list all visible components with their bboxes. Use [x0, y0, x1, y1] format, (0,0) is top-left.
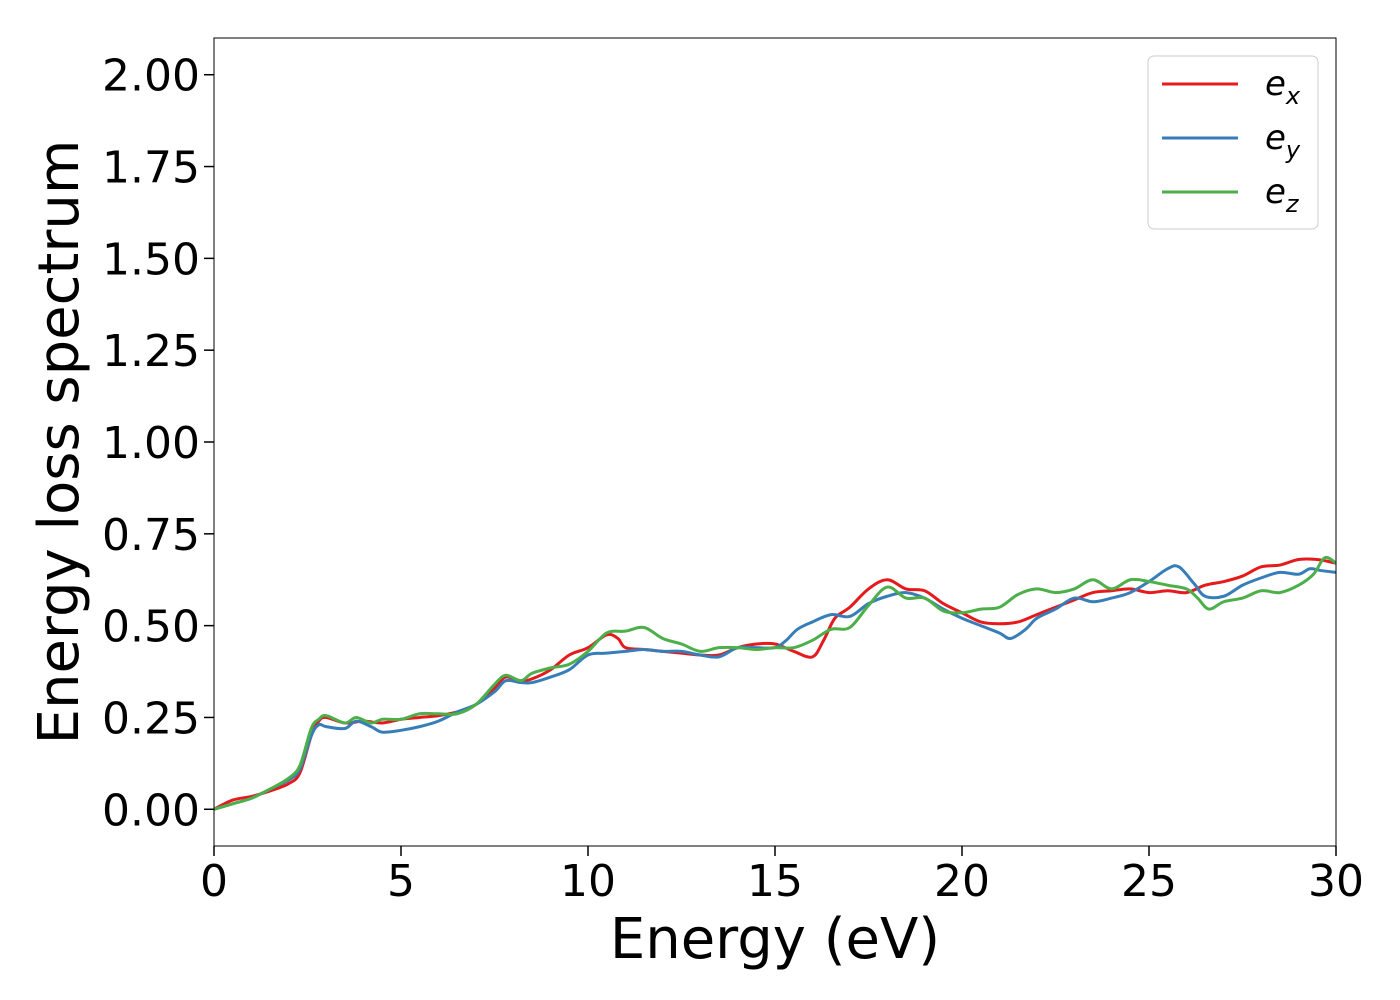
x-tick-label: 25	[1121, 856, 1177, 907]
y-axis-label: Energy loss spectrum	[27, 140, 92, 745]
x-tick-label: 10	[560, 856, 616, 907]
x-axis: 0 5 10 15 20 25 30	[200, 846, 1364, 907]
y-tick-label: 1.25	[102, 326, 200, 377]
legend-label-subscript: y	[1285, 136, 1301, 164]
y-tick-label: 1.50	[102, 234, 200, 285]
legend-label-ez: ez	[1265, 172, 1300, 218]
y-tick-label: 0.75	[102, 510, 200, 561]
x-tick-label: 20	[934, 856, 990, 907]
y-tick-label: 1.75	[102, 143, 200, 194]
y-tick-label: 0.00	[102, 785, 200, 836]
series-layer	[214, 555, 1336, 811]
legend-label-base: e	[1265, 118, 1286, 158]
legend-label-subscript: x	[1285, 82, 1301, 110]
series-line-ez	[214, 555, 1336, 811]
y-tick-label: 0.25	[102, 693, 200, 744]
plot-area	[214, 555, 1336, 811]
legend-label-base: e	[1265, 64, 1286, 104]
y-tick-label: 1.00	[102, 418, 200, 469]
x-tick-label: 0	[200, 856, 228, 907]
y-tick-label: 0.50	[102, 602, 200, 653]
y-tick-label: 2.00	[102, 51, 200, 102]
x-tick-label: 15	[747, 856, 803, 907]
legend-label-base: e	[1265, 172, 1286, 212]
x-tick-label: 5	[387, 856, 415, 907]
series-line-ex	[214, 557, 1336, 811]
legend-label-subscript: z	[1285, 190, 1300, 218]
legend-label-ey: ey	[1265, 118, 1301, 164]
legend-label-ex: ex	[1265, 64, 1301, 110]
legend-box	[1147, 55, 1319, 230]
y-axis: 0.00 0.25 0.50 0.75 1.00 1.25 1.50 1.75 2.00	[102, 51, 214, 836]
x-tick-label: 30	[1308, 856, 1364, 907]
x-axis-label: Energy (eV)	[610, 907, 940, 972]
